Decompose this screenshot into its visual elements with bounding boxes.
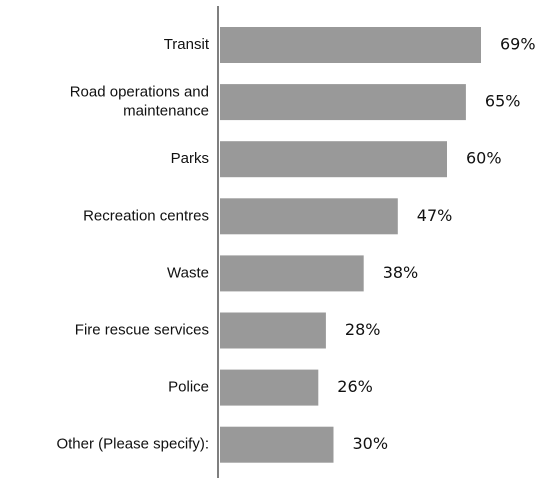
bar-4 xyxy=(220,255,364,292)
value-label-5: 28% xyxy=(345,320,381,339)
value-label-6: 26% xyxy=(337,377,373,396)
value-label-2: 60% xyxy=(466,149,502,168)
category-label-3: Recreation centres xyxy=(83,207,209,224)
bar-6 xyxy=(220,369,319,406)
value-label-1: 65% xyxy=(485,92,521,111)
bar-7 xyxy=(220,426,334,463)
category-labels-group: Transit Road operations and maintenance Par… xyxy=(56,36,209,453)
category-label-2: Parks xyxy=(171,150,209,167)
bar-1 xyxy=(220,84,466,121)
bar-3 xyxy=(220,198,398,235)
category-label-7: Other (Please specify): xyxy=(56,436,209,453)
bar-0 xyxy=(220,27,481,63)
value-label-7: 30% xyxy=(353,434,389,453)
category-label-4: Waste xyxy=(167,264,209,281)
category-label-5: Fire rescue services xyxy=(75,321,209,338)
value-labels-group: 69% 65% 60% 47% 38% 28% 26% 30% xyxy=(337,35,535,454)
bar-5 xyxy=(220,312,326,349)
category-label-0: Transit xyxy=(164,36,210,53)
value-label-4: 38% xyxy=(383,263,419,282)
category-label-1-line-0: Road operations and xyxy=(70,84,209,101)
bar-2 xyxy=(220,141,447,178)
value-label-3: 47% xyxy=(417,206,453,225)
category-label-6: Police xyxy=(168,379,209,396)
value-label-0: 69% xyxy=(500,35,536,54)
bars-group xyxy=(220,27,481,463)
category-label-1-line-1: maintenance xyxy=(123,103,209,120)
